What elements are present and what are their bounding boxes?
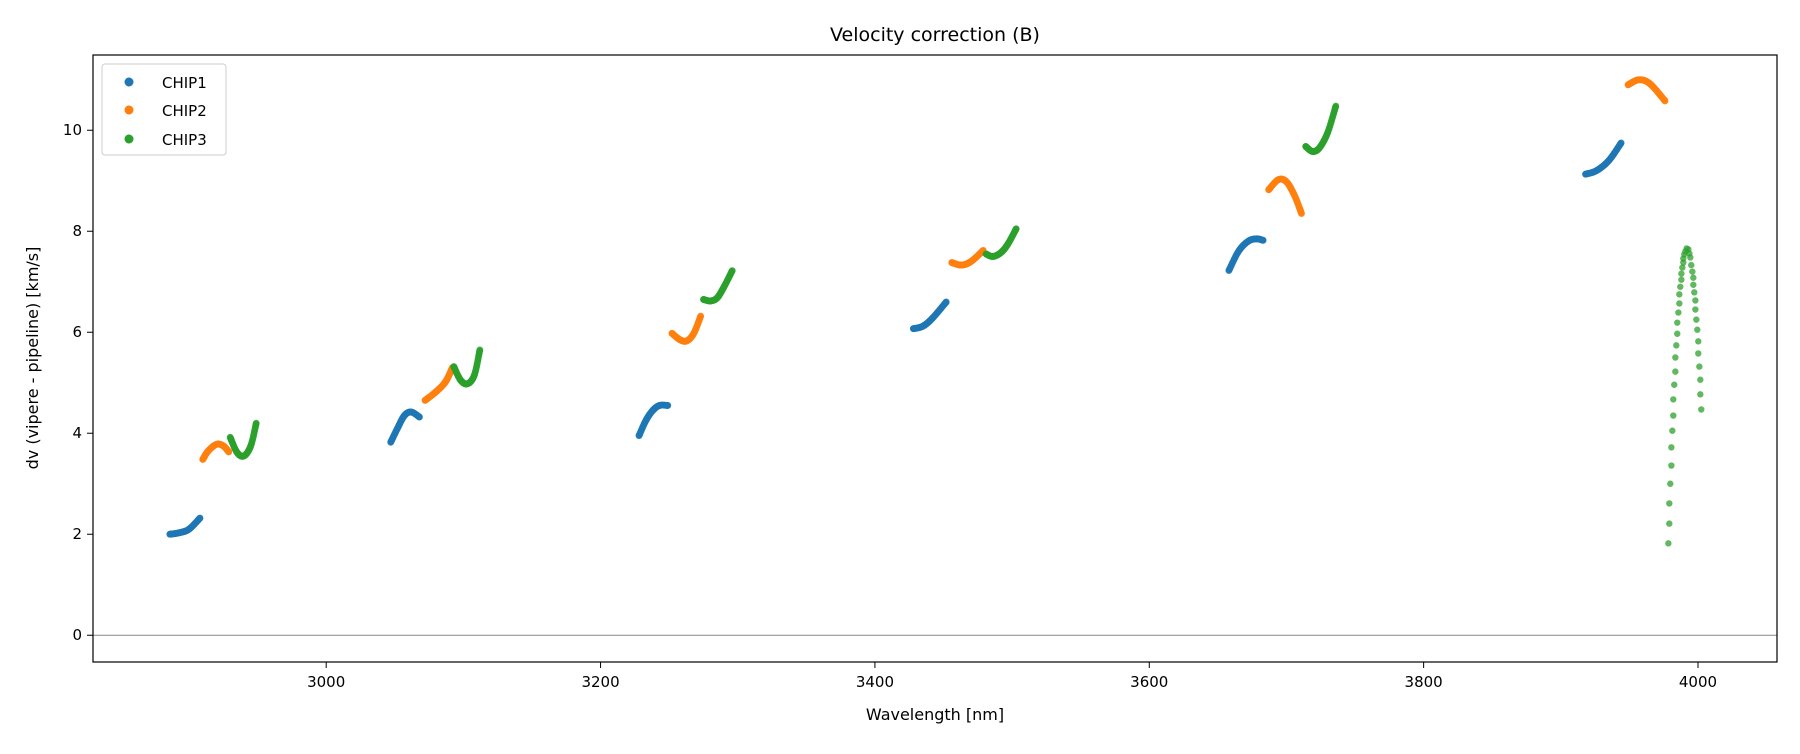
x-axis-label: Wavelength [nm]: [866, 705, 1004, 724]
data-point: [1668, 444, 1675, 451]
data-point: [1696, 363, 1703, 370]
data-point: [1688, 261, 1695, 269]
data-point: [1665, 540, 1672, 547]
data-point: [1687, 254, 1694, 261]
data-point: [416, 413, 423, 421]
series-chip1: [166, 139, 1625, 538]
data-point: [1666, 520, 1673, 527]
data-point: [1673, 342, 1680, 349]
data-point: [1695, 338, 1702, 345]
data-point: [1672, 368, 1679, 375]
legend-frame: [101, 63, 227, 156]
data-point: [1694, 326, 1701, 333]
data-point: [1669, 427, 1676, 434]
y-tick-label: 4: [72, 424, 82, 442]
data-point: [1667, 480, 1674, 487]
data-point: [1695, 350, 1702, 357]
legend-marker-chip1: [124, 77, 134, 87]
data-point: [1617, 139, 1625, 147]
data-point: [1668, 462, 1675, 469]
data-point: [1674, 319, 1681, 326]
data-point: [1697, 376, 1704, 383]
x-tick-label: 4000: [1679, 673, 1717, 691]
x-tick-label: 3600: [1130, 673, 1168, 691]
y-tick-label: 0: [72, 626, 82, 644]
data-point: [664, 402, 672, 409]
legend-label-chip1: CHIP1: [162, 74, 207, 92]
legend: CHIP1 CHIP2 CHIP3: [101, 63, 227, 156]
data-point: [1692, 297, 1699, 304]
data-point: [942, 298, 950, 306]
data-point: [1676, 291, 1683, 298]
x-tick-label: 3000: [307, 673, 345, 691]
data-point: [196, 514, 204, 522]
chart-title: Velocity correction (B): [830, 24, 1040, 46]
data-point: [1666, 500, 1673, 507]
data-point: [1690, 274, 1697, 281]
y-axis-label: dv (vipere - pipeline) [km/s]: [23, 247, 42, 470]
axis-ticks: 3000 3200 3400 3600 3800 4000 0 2 4 6 8 10: [63, 121, 1717, 691]
data-points: [93, 76, 1777, 636]
plot-frame: [92, 54, 1778, 663]
data-point: [1012, 225, 1020, 233]
data-point: [1674, 330, 1681, 337]
data-point: [1259, 236, 1267, 244]
legend-marker-chip3: [124, 134, 134, 144]
legend-marker-chip2: [124, 105, 134, 115]
legend-label-chip2: CHIP2: [162, 102, 207, 120]
y-tick-label: 8: [72, 222, 82, 240]
data-point: [697, 312, 705, 320]
y-tick-label: 10: [63, 121, 82, 139]
data-point: [1672, 354, 1679, 361]
data-point: [1661, 97, 1669, 105]
data-point: [1298, 210, 1305, 217]
data-point: [1332, 102, 1340, 110]
data-point: [1670, 412, 1677, 419]
data-point: [1689, 268, 1696, 275]
series-chip3: [226, 102, 1705, 547]
y-tick-label: 2: [72, 525, 82, 543]
data-point: [1670, 396, 1677, 403]
data-point: [728, 267, 736, 275]
data-point: [1693, 316, 1700, 323]
data-point: [1671, 381, 1678, 388]
data-point: [1679, 264, 1686, 271]
data-point: [1678, 276, 1685, 283]
series-chip2: [199, 76, 1669, 463]
x-tick-label: 3200: [581, 673, 619, 691]
legend-label-chip3: CHIP3: [162, 131, 207, 149]
data-point: [1692, 306, 1699, 313]
data-point: [1698, 406, 1705, 413]
data-point: [252, 419, 260, 427]
data-point: [1678, 270, 1685, 277]
data-point: [1690, 281, 1697, 288]
x-tick-label: 3800: [1405, 673, 1443, 691]
data-point: [225, 448, 233, 456]
data-point: [1697, 391, 1704, 398]
data-point: [1675, 309, 1682, 316]
x-tick-label: 3400: [856, 673, 894, 691]
y-tick-label: 6: [72, 323, 82, 341]
data-point: [1676, 300, 1683, 307]
data-point: [1677, 283, 1684, 290]
data-point: [476, 346, 484, 354]
data-point: [1691, 289, 1698, 296]
